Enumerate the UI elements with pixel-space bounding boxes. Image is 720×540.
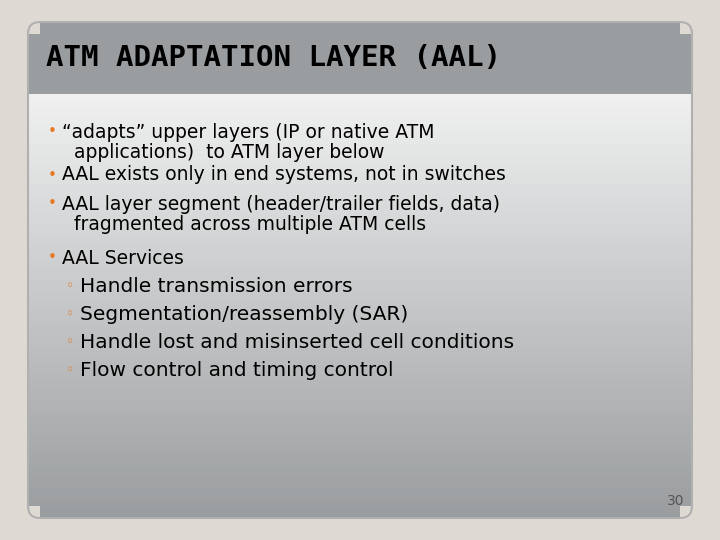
Text: ◦: ◦ xyxy=(66,279,74,293)
FancyBboxPatch shape xyxy=(28,22,692,94)
Text: 30: 30 xyxy=(667,494,684,508)
Text: “adapts” upper layers (IP or native ATM: “adapts” upper layers (IP or native ATM xyxy=(62,123,434,141)
Polygon shape xyxy=(680,22,692,34)
Text: applications)  to ATM layer below: applications) to ATM layer below xyxy=(74,143,384,161)
Polygon shape xyxy=(680,506,692,518)
Text: AAL layer segment (header/trailer fields, data): AAL layer segment (header/trailer fields… xyxy=(62,194,500,213)
Text: AAL exists only in end systems, not in switches: AAL exists only in end systems, not in s… xyxy=(62,165,506,185)
Text: Handle lost and misinserted cell conditions: Handle lost and misinserted cell conditi… xyxy=(80,333,514,352)
Text: Handle transmission errors: Handle transmission errors xyxy=(80,276,353,295)
Text: Segmentation/reassembly (SAR): Segmentation/reassembly (SAR) xyxy=(80,305,408,323)
Text: ATM ADAPTATION LAYER (AAL): ATM ADAPTATION LAYER (AAL) xyxy=(46,44,501,72)
Text: ◦: ◦ xyxy=(66,335,74,349)
Text: ◦: ◦ xyxy=(66,307,74,321)
Text: •: • xyxy=(48,197,57,212)
Text: ◦: ◦ xyxy=(66,363,74,377)
Text: •: • xyxy=(48,251,57,266)
Text: fragmented across multiple ATM cells: fragmented across multiple ATM cells xyxy=(74,214,426,233)
Text: Flow control and timing control: Flow control and timing control xyxy=(80,361,394,380)
Polygon shape xyxy=(28,506,40,518)
Text: •: • xyxy=(48,125,57,139)
Polygon shape xyxy=(28,22,40,34)
Text: •: • xyxy=(48,167,57,183)
Text: AAL Services: AAL Services xyxy=(62,248,184,267)
